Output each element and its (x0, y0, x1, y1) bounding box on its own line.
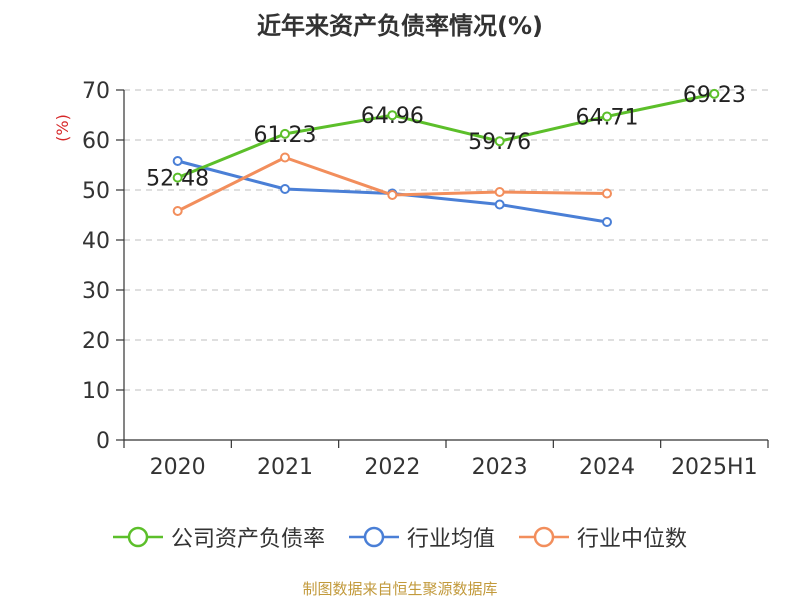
y-tick-label: 0 (96, 429, 110, 454)
y-tick-label: 70 (82, 79, 110, 104)
x-tick-label: 2021 (257, 455, 313, 480)
data-point (602, 188, 612, 199)
legend-item[interactable]: 行业均值 (348, 521, 495, 553)
data-label: 59.76 (468, 130, 531, 155)
data-label: 52.48 (146, 167, 209, 192)
legend-swatch (519, 526, 569, 548)
x-tick-label: 2024 (579, 455, 635, 480)
legend-swatch-marker (363, 526, 385, 548)
data-point (280, 128, 290, 139)
legend-item[interactable]: 行业中位数 (519, 521, 687, 553)
legend-item[interactable]: 公司资产负债率 (112, 521, 325, 553)
data-point (280, 184, 290, 194)
x-tick-label: 2023 (472, 455, 528, 480)
legend-label: 行业均值 (406, 527, 495, 552)
data-label: 64.96 (361, 104, 424, 129)
x-tick-label: 2025H1 (671, 455, 758, 480)
series-line (177, 92, 715, 179)
legend-swatch-marker (533, 526, 555, 548)
data-label: 64.71 (576, 105, 639, 130)
y-tick-label: 60 (82, 129, 110, 154)
data-label: 61.23 (254, 123, 317, 148)
data-label-layer: 52.48 61.23 64.96 59.76 64.71 69.23 (146, 83, 746, 192)
x-tick-label: 2020 (150, 455, 206, 480)
legend-swatch (348, 526, 399, 548)
data-point (172, 206, 183, 216)
data-point (494, 136, 505, 147)
data-point (387, 190, 398, 200)
legend-label: 公司资产负债率 (170, 527, 325, 552)
data-point (172, 156, 183, 166)
legend-swatch (112, 526, 163, 548)
y-tick-label: 50 (82, 179, 110, 204)
grid-layer (124, 89, 768, 391)
legend-swatch-marker (127, 526, 149, 548)
data-point (494, 187, 505, 197)
axis-layer: 0 10 20 30 40 50 60 70 2020 2021 2022 2023 2024 2025H… (53, 79, 769, 480)
data-point (280, 152, 290, 163)
data-point (709, 88, 720, 99)
series-layer (172, 88, 720, 227)
data-point (172, 172, 183, 183)
y-tick-label: 10 (82, 379, 110, 404)
data-label: 69.23 (683, 83, 746, 108)
chart-title: 近年来资产负债率情况(%) (257, 12, 543, 40)
y-tick-label: 40 (82, 229, 110, 254)
data-point (602, 111, 612, 122)
x-tick-label: 2022 (364, 455, 420, 480)
data-point (387, 110, 398, 121)
series-line (176, 156, 608, 213)
source-note: 制图数据来自恒生聚源数据库 (302, 580, 498, 598)
y-axis-label: (%) (53, 114, 72, 142)
legend: 公司资产负债率 行业均值 行业中位数 (0, 520, 800, 554)
data-point (494, 199, 505, 210)
legend-label: 行业中位数 (577, 527, 688, 552)
y-tick-label: 30 (82, 279, 110, 304)
data-point (602, 217, 612, 227)
y-tick-label: 20 (82, 329, 110, 354)
